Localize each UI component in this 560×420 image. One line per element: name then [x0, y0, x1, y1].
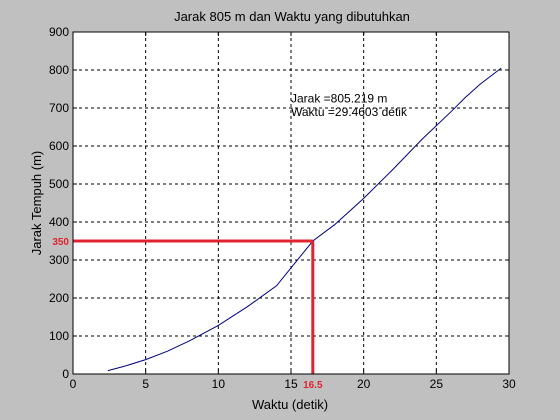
- x-tick-label: 0: [70, 377, 77, 391]
- y-tick-label: 800: [49, 63, 69, 77]
- y-axis-label: Jarak Tempuh (m): [29, 151, 44, 256]
- y-tick-label: 700: [49, 101, 69, 115]
- annotation-time: Waktu =29.4603 detik: [291, 105, 408, 119]
- x-tick-label: 30: [502, 377, 516, 391]
- y-tick-label: 400: [49, 215, 69, 229]
- y-tick-label: 500: [49, 177, 69, 191]
- x-tick-label: 25: [430, 377, 444, 391]
- marker-y-label: 350: [52, 237, 69, 248]
- y-tick-label: 0: [62, 367, 69, 381]
- x-axis-label: Waktu (detik): [252, 397, 328, 412]
- annotation-distance: Jarak =805.219 m: [291, 92, 387, 106]
- axis-ticks: [72, 31, 510, 375]
- x-tick-label: 10: [212, 377, 226, 391]
- y-tick-label: 600: [49, 139, 69, 153]
- y-tick-label: 100: [49, 329, 69, 343]
- y-tick-label: 900: [49, 25, 69, 39]
- y-tick-label: 300: [49, 253, 69, 267]
- marker-x-label: 16.5: [303, 380, 323, 391]
- x-tick-label: 5: [142, 377, 149, 391]
- marker-labels: 16.5 350: [52, 237, 323, 391]
- chart-title: Jarak 805 m dan Waktu yang dibutuhkan: [174, 9, 410, 24]
- x-tick-label: 15: [284, 377, 298, 391]
- grid-lines: [73, 32, 509, 374]
- y-tick-label: 200: [49, 291, 69, 305]
- marker-layer: [73, 239, 315, 374]
- x-tick-label: 20: [357, 377, 371, 391]
